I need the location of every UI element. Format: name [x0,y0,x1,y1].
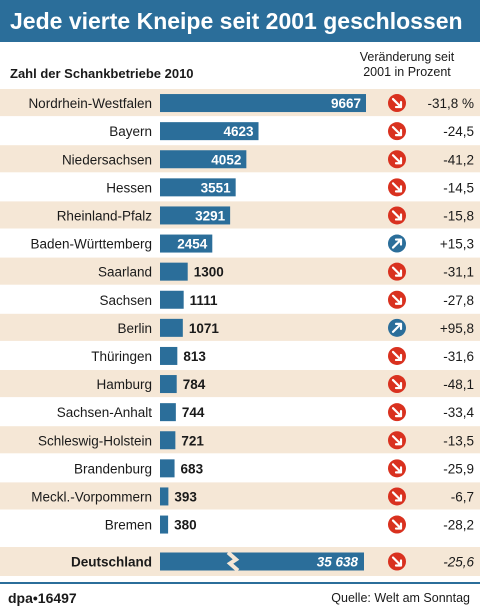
value-label: 3291 [195,208,226,223]
change-label: -14,5 [443,180,474,195]
row-band [0,370,480,398]
category-label: Sachsen [99,293,152,308]
arrow-glyph [391,154,403,165]
arrow-glyph [391,294,403,305]
value-label: 9667 [331,96,361,111]
category-label: Baden-Württemberg [30,237,152,252]
arrow-glyph [391,519,403,530]
chart-title: Jede vierte Kneipe seit 2001 geschlossen [0,0,480,42]
arrow-glyph [391,435,403,446]
total-change-label: -25,6 [443,555,474,570]
category-label: Hamburg [96,377,152,392]
source-note: Quelle: Welt am Sonntag [331,591,470,605]
category-label: Berlin [117,321,152,336]
bar [160,346,178,365]
arrow-glyph [391,97,403,109]
bar [160,234,213,253]
change-label: -31,6 [443,349,474,364]
change-label: -48,1 [443,377,474,392]
arrow-glyph [391,556,403,567]
category-label: Sachsen-Anhalt [57,405,153,420]
category-label: Nordrhein-Westfalen [28,96,152,111]
change-label: -6,7 [451,489,474,504]
change-label: +95,8 [440,321,474,336]
bar [160,318,183,337]
bar [160,206,231,225]
category-label: Bayern [109,124,152,139]
change-label: -31,8 % [427,96,474,111]
bar [160,403,176,422]
bar [160,375,177,394]
value-label: 3551 [201,180,232,195]
subtitle-right-line2: 2001 in Prozent [363,65,451,79]
arrow-glyph [391,182,403,193]
change-label: -24,5 [443,124,474,139]
arrow-glyph [391,350,403,362]
bar [160,122,259,141]
category-label: Thüringen [91,349,152,364]
value-label: 1071 [189,321,220,336]
arrow-glyph [391,266,403,277]
arrow-glyph [391,126,403,137]
value-label: 393 [174,489,197,504]
change-label: -41,2 [443,152,474,167]
bar [160,290,184,309]
subtitle-right-line1: Veränderung seit [359,50,455,64]
value-label: 1111 [190,293,218,308]
row-band [0,313,480,341]
bar [160,431,176,450]
change-label: -31,1 [443,265,474,280]
bar [160,262,188,281]
change-label: -33,4 [443,405,474,420]
change-label: -27,8 [443,293,474,308]
arrow-glyph [391,491,403,502]
arrow-glyph [391,407,403,418]
category-label: Saarland [98,265,152,280]
value-label: 813 [183,349,206,364]
value-label: 683 [181,461,204,476]
arrow-glyph [391,463,403,474]
arrow-glyph [391,378,403,390]
row-band [0,257,480,285]
value-label: 380 [174,518,197,533]
value-label: 4052 [211,152,241,167]
change-label: -28,2 [443,518,474,533]
dpa-code: dpa•16497 [8,590,77,606]
subtitle-right: Veränderung seit 2001 in Prozent [340,50,474,80]
arrow-glyph [391,238,403,249]
arrow-glyph [391,210,403,221]
value-label: 721 [181,433,204,448]
category-label: Brandenburg [74,461,152,476]
bar [160,487,169,506]
total-value-label: 35 638 [317,555,359,570]
category-label: Rheinland-Pfalz [57,208,153,223]
change-label: +15,3 [440,237,474,252]
subtitle-left: Zahl der Schankbetriebe 2010 [10,66,194,81]
category-label: Hessen [106,180,152,195]
category-label: Bremen [105,518,152,533]
value-label: 4623 [223,124,254,139]
arrow-glyph [391,322,403,333]
change-label: -25,9 [443,461,474,476]
category-label: Schleswig-Holstein [38,433,152,448]
value-label: 784 [183,377,206,392]
category-label: Meckl.-Vorpommern [31,489,152,504]
bar [160,150,247,169]
bar [160,178,236,197]
change-label: -15,8 [443,208,474,223]
bar [160,94,366,113]
change-label: -13,5 [443,433,474,448]
bar-break-mark [226,550,240,573]
value-label: 744 [182,405,205,420]
value-label: 2454 [177,237,208,252]
bar [160,515,169,534]
value-label: 1300 [194,265,224,280]
total-label: Deutschland [71,555,152,570]
category-label: Niedersachsen [62,152,152,167]
total-bar [160,552,364,571]
bar [160,459,175,478]
